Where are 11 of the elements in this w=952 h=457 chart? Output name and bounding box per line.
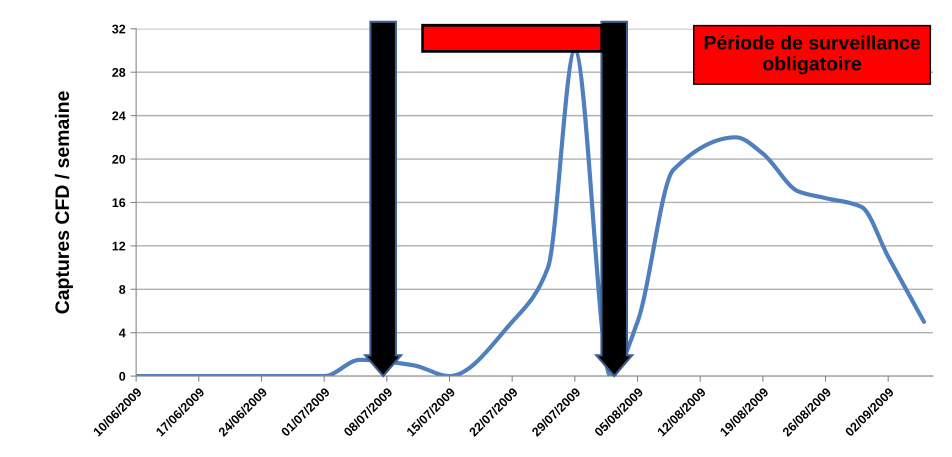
- y-tick-label: 12: [112, 242, 126, 250]
- y-tick-label: 4: [118, 328, 126, 338]
- y-tick-label: 8: [119, 285, 126, 294]
- y-tick-label: 20: [112, 154, 126, 164]
- y-tick-label: 0: [119, 372, 126, 381]
- y-axis-title: Captures CFD / semaine: [54, 91, 73, 314]
- y-tick-label: 24: [112, 111, 126, 120]
- band-label: Période de surveillance obligatoire: [704, 35, 920, 74]
- y-tick-label: 32: [112, 24, 126, 34]
- y-tick-label: 16: [112, 198, 126, 208]
- y-tick-label: 28: [112, 68, 126, 77]
